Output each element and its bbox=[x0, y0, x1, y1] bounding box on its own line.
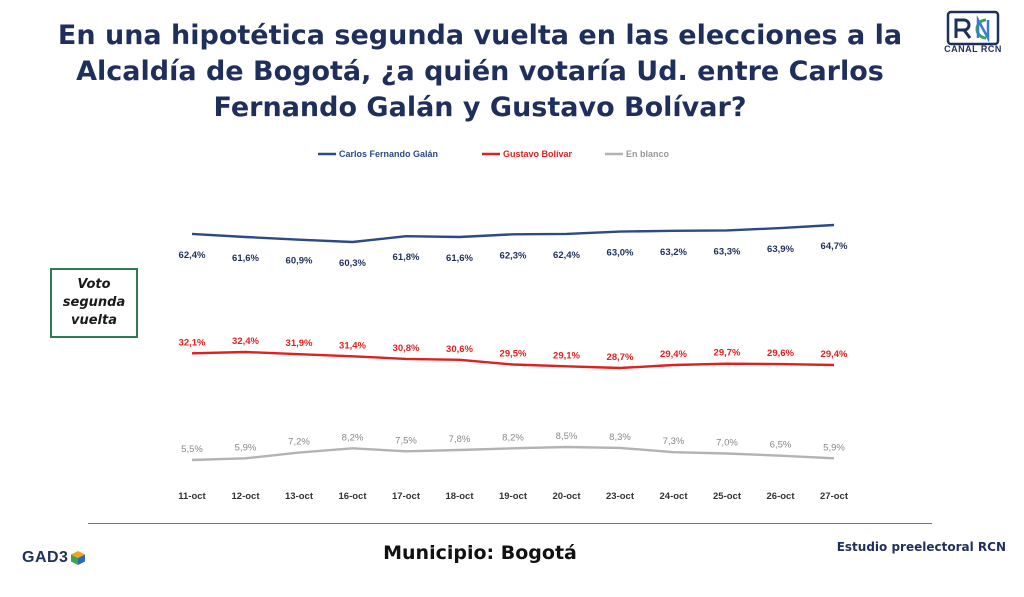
data-label-galan: 63,3% bbox=[714, 246, 741, 257]
gad3-cube-icon bbox=[71, 551, 86, 565]
x-tick-label: 19-oct bbox=[499, 491, 528, 502]
data-label-blanco: 7,5% bbox=[395, 435, 417, 446]
data-label-bolivar: 30,6% bbox=[446, 344, 473, 355]
voto-segunda-vuelta-label: Voto segunda vuelta bbox=[62, 277, 126, 328]
data-label-blanco: 8,3% bbox=[609, 432, 631, 443]
data-label-galan: 61,6% bbox=[446, 253, 473, 264]
gad3-logo-text: GAD3 bbox=[22, 549, 69, 566]
estudio-label: Estudio preelectoral RCN bbox=[836, 540, 1006, 554]
legend-label-blanco: En blanco bbox=[626, 149, 670, 159]
gad3-logo: GAD3 bbox=[22, 549, 86, 567]
data-label-blanco: 8,2% bbox=[342, 432, 364, 443]
data-label-blanco: 7,2% bbox=[288, 437, 310, 448]
x-tick-label: 16-oct bbox=[339, 491, 368, 502]
data-label-blanco: 5,5% bbox=[181, 444, 203, 455]
legend-label-galan: Carlos Fernando Galán bbox=[339, 149, 438, 159]
data-label-blanco: 5,9% bbox=[235, 442, 257, 453]
data-label-bolivar: 31,4% bbox=[339, 340, 366, 351]
data-label-galan: 61,6% bbox=[232, 253, 259, 264]
chart-title: En una hipotética segunda vuelta en las … bbox=[57, 20, 903, 123]
x-tick-label: 18-oct bbox=[446, 491, 475, 502]
data-label-galan: 62,4% bbox=[179, 250, 206, 261]
x-tick-label: 12-oct bbox=[232, 491, 261, 502]
x-tick-label: 20-oct bbox=[553, 491, 582, 502]
legend-label-bolivar: Gustavo Bolívar bbox=[503, 149, 573, 159]
data-label-blanco: 8,2% bbox=[502, 432, 524, 443]
x-tick-label: 25-oct bbox=[713, 491, 742, 502]
data-label-galan: 60,9% bbox=[286, 256, 313, 267]
rcn-logo-text: CANAL RCN bbox=[944, 44, 1002, 54]
x-tick-label: 26-oct bbox=[767, 491, 796, 502]
data-label-galan: 63,9% bbox=[767, 244, 794, 255]
data-label-bolivar: 29,6% bbox=[767, 348, 794, 359]
data-label-galan: 60,3% bbox=[339, 258, 366, 269]
x-tick-label: 11-oct bbox=[178, 491, 206, 502]
data-label-blanco: 6,5% bbox=[770, 440, 792, 451]
x-tick-label: 24-oct bbox=[660, 491, 689, 502]
data-label-blanco: 5,9% bbox=[823, 442, 845, 453]
data-label-galan: 62,3% bbox=[500, 250, 527, 261]
data-label-galan: 63,0% bbox=[607, 248, 634, 259]
data-label-bolivar: 29,1% bbox=[553, 350, 580, 361]
series-line-galan bbox=[191, 223, 835, 244]
municipio-label: Municipio: Bogotá bbox=[383, 542, 577, 564]
data-label-bolivar: 29,4% bbox=[821, 349, 848, 360]
data-label-bolivar: 29,7% bbox=[714, 348, 741, 359]
data-label-galan: 63,2% bbox=[660, 247, 687, 258]
data-label-bolivar: 29,4% bbox=[660, 349, 687, 360]
data-label-blanco: 7,8% bbox=[449, 434, 471, 445]
data-label-galan: 61,8% bbox=[393, 252, 420, 263]
data-label-bolivar: 32,1% bbox=[179, 337, 206, 348]
voto-segunda-vuelta-box: Voto segunda vuelta bbox=[50, 268, 138, 338]
data-label-galan: 62,4% bbox=[553, 250, 580, 261]
footer-divider bbox=[88, 523, 932, 524]
data-label-blanco: 8,5% bbox=[556, 431, 578, 442]
data-label-blanco: 7,0% bbox=[716, 438, 738, 449]
data-label-blanco: 7,3% bbox=[663, 436, 685, 447]
x-tick-label: 17-oct bbox=[392, 491, 421, 502]
data-label-galan: 64,7% bbox=[821, 241, 848, 252]
data-label-bolivar: 28,7% bbox=[607, 352, 634, 363]
data-label-bolivar: 32,4% bbox=[232, 336, 259, 347]
data-label-bolivar: 30,8% bbox=[393, 343, 420, 354]
data-label-bolivar: 29,5% bbox=[500, 349, 527, 360]
data-label-bolivar: 31,9% bbox=[286, 338, 313, 349]
series-line-blanco bbox=[191, 445, 835, 462]
x-tick-label: 13-oct bbox=[285, 491, 314, 502]
rcn-logo-icon bbox=[946, 10, 1000, 46]
x-tick-label: 23-oct bbox=[606, 491, 635, 502]
x-tick-label: 27-oct bbox=[820, 491, 849, 502]
